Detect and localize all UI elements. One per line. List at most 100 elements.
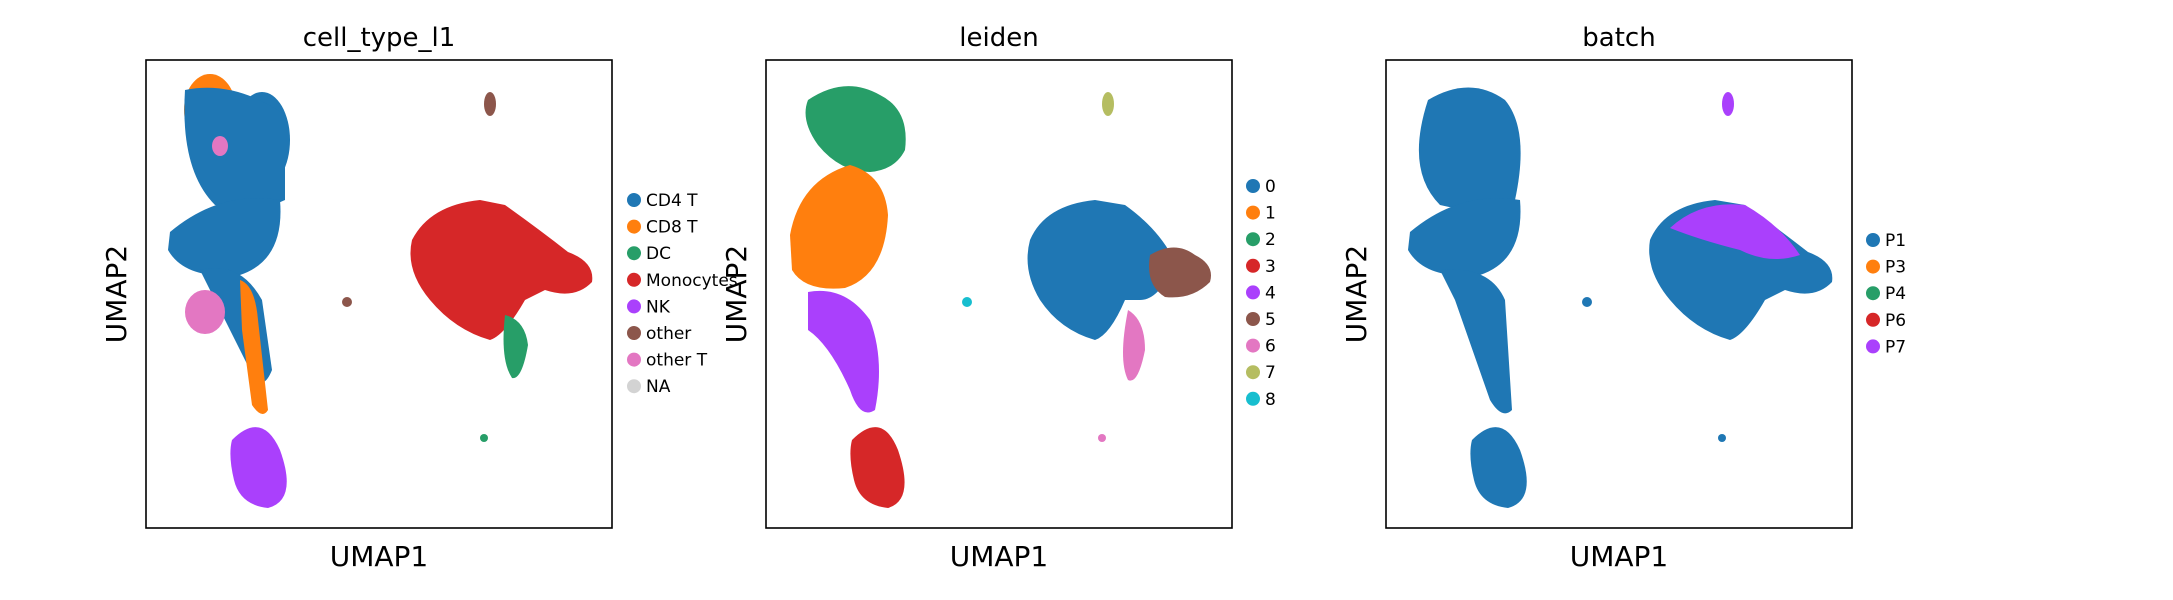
legend-label: 0 [1265, 177, 1276, 197]
cluster-blob [1722, 92, 1734, 116]
cluster-blob [185, 290, 225, 334]
legend-marker [627, 299, 641, 313]
legend-marker [1246, 339, 1260, 353]
x-axis-label: UMAP1 [950, 540, 1049, 573]
legend-label: 6 [1265, 337, 1276, 357]
legend-marker [1866, 260, 1880, 274]
cluster-blob [806, 86, 906, 172]
cluster-blob [212, 136, 228, 156]
legend-marker [627, 220, 641, 234]
cluster-blob [1408, 198, 1521, 276]
panel-cell-type-l1: cell_type_l1 [100, 23, 738, 573]
legend-item: 2 [1246, 230, 1276, 250]
legend-marker [1866, 313, 1880, 327]
legend-label: other T [646, 351, 708, 371]
legend-marker [1866, 233, 1880, 247]
legend-marker [1246, 392, 1260, 406]
cluster-blob [1102, 92, 1114, 116]
legend-item: P6 [1866, 311, 1906, 331]
cluster-blob [1149, 248, 1211, 298]
panel-title: cell_type_l1 [303, 23, 456, 53]
legend-item: P4 [1866, 284, 1906, 304]
legend-marker [1246, 179, 1260, 193]
cluster-blob [962, 297, 972, 307]
cluster-blob [808, 291, 879, 413]
legend-marker [627, 246, 641, 260]
legend-label: P1 [1885, 231, 1906, 251]
cluster-blob [230, 427, 286, 508]
legend-label: 7 [1265, 363, 1276, 383]
legend-item: 3 [1246, 257, 1276, 277]
panel-batch: batch UMAP1 UMAP2 P1 P3 P4 P6 P7 [1340, 23, 1906, 573]
legend-item: CD4 T [627, 191, 698, 211]
legend-marker [1246, 312, 1260, 326]
legend-marker [627, 353, 641, 367]
legend-item: 8 [1246, 390, 1276, 410]
legend-label: 5 [1265, 310, 1276, 330]
panel-title: leiden [959, 23, 1038, 53]
cluster-blob [1718, 434, 1726, 442]
legend-label: P7 [1885, 337, 1906, 357]
legend-label: 4 [1265, 283, 1276, 303]
panel-leiden: leiden UMAP1 UMAP2 0 1 2 3 4 5 6 7 8 [720, 23, 1276, 573]
legend-label: CD4 T [646, 191, 698, 211]
y-axis-label: UMAP2 [720, 245, 753, 344]
legend-marker [1866, 286, 1880, 300]
legend-marker [1246, 259, 1260, 273]
legend-label: NK [646, 297, 671, 317]
legend-item: NK [627, 297, 671, 317]
legend-item: P1 [1866, 231, 1906, 251]
legend-item: 6 [1246, 337, 1276, 357]
legend-label: P3 [1885, 258, 1906, 278]
cluster-blob [1582, 297, 1592, 307]
legend-item: DC [627, 244, 671, 264]
legend-label: P6 [1885, 311, 1906, 331]
cluster-blob [1470, 427, 1526, 508]
scatter-area [766, 60, 1232, 528]
x-axis-label: UMAP1 [1570, 540, 1669, 573]
legend-item: 4 [1246, 283, 1276, 303]
scatter-area [1386, 60, 1852, 528]
y-axis-label: UMAP2 [100, 245, 133, 344]
cluster-blob [1440, 269, 1512, 413]
legend-item: 0 [1246, 177, 1276, 197]
legend-label: DC [646, 244, 671, 264]
legend-label: 2 [1265, 230, 1276, 250]
legend-label: 8 [1265, 390, 1276, 410]
legend-item: P7 [1866, 337, 1906, 357]
cluster-blob [504, 315, 528, 378]
cluster-blob [342, 297, 352, 307]
y-axis-label: UMAP2 [1340, 245, 1373, 344]
legend-marker [1866, 339, 1880, 353]
legend-marker [1246, 206, 1260, 220]
legend-marker [627, 273, 641, 287]
legend-item: CD8 T [627, 218, 698, 238]
legend-item: 1 [1246, 204, 1276, 224]
legend-label: NA [646, 377, 671, 397]
legend-label: 1 [1265, 204, 1276, 224]
cluster-blob [850, 427, 904, 508]
legend-marker [627, 326, 641, 340]
legend-item: other T [627, 351, 708, 371]
x-axis-label: UMAP1 [330, 540, 429, 573]
legend-label: CD8 T [646, 218, 698, 238]
cluster-blob [790, 165, 888, 289]
cluster-blob [484, 92, 496, 116]
legend-label: P4 [1885, 284, 1906, 304]
legend-marker [627, 193, 641, 207]
legend-item: other [627, 324, 691, 344]
legend-marker [627, 379, 641, 393]
panel-title: batch [1582, 23, 1655, 53]
cluster-blob [1123, 310, 1145, 381]
legend-label: other [646, 324, 691, 344]
legend-item: 5 [1246, 310, 1276, 330]
legend-item: P3 [1866, 258, 1906, 278]
cluster-blob [480, 434, 488, 442]
cluster-blob [1098, 434, 1106, 442]
legend-marker [1246, 285, 1260, 299]
legend-item: 7 [1246, 363, 1276, 383]
legend: 0 1 2 3 4 5 6 7 8 [1246, 177, 1276, 410]
cluster-blob [1419, 88, 1521, 210]
legend: P1 P3 P4 P6 P7 [1866, 231, 1906, 357]
